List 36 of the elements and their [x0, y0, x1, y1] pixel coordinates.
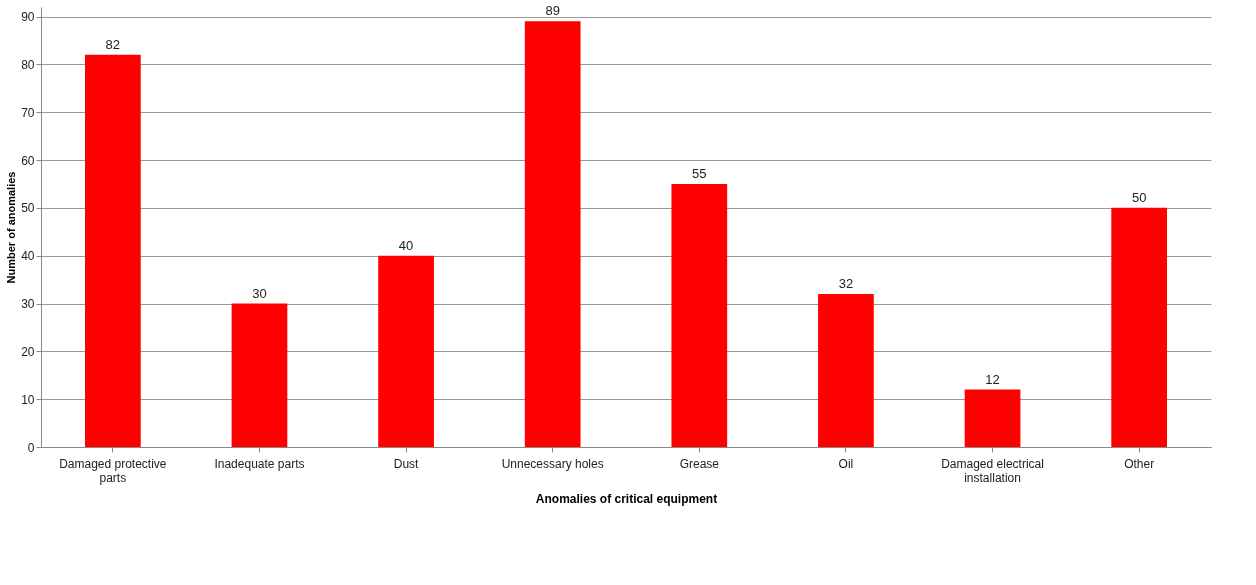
bar	[818, 293, 874, 447]
x-tick-label: Other	[1124, 456, 1155, 471]
data-label: 30	[252, 285, 267, 301]
y-tick-label: 40	[21, 249, 35, 264]
x-tick-label: Inadequate parts	[214, 456, 305, 471]
y-tick-label: 30	[21, 297, 35, 312]
data-label: 82	[105, 36, 121, 52]
y-tick-label: 0	[27, 440, 35, 455]
bar	[964, 389, 1021, 447]
y-tick-label: 10	[21, 392, 35, 407]
y-tick-label: 90	[21, 10, 35, 25]
data-label: 89	[545, 3, 560, 19]
data-label: 50	[1131, 189, 1147, 205]
y-tick-label: 20	[21, 344, 35, 359]
x-tick-label: Oil	[838, 456, 854, 471]
y-tick-label: 70	[21, 105, 35, 120]
data-label: 55	[692, 165, 707, 181]
bar	[378, 255, 434, 447]
y-tick-label: 80	[21, 57, 35, 72]
bar	[524, 21, 581, 447]
data-label: 40	[398, 237, 414, 253]
data-label: 12	[985, 371, 1000, 387]
bar	[231, 303, 288, 447]
data-label: 32	[838, 275, 854, 291]
y-tick-label: 60	[21, 153, 35, 168]
x-tick-label: Dust	[393, 456, 420, 471]
bar	[671, 183, 728, 447]
x-tick-label: Damaged electrical installation	[941, 456, 1044, 485]
x-tick-label: Grease	[679, 456, 720, 471]
x-tick-label: Damaged protective parts	[59, 456, 167, 485]
bar	[84, 54, 141, 447]
y-tick-label: 50	[21, 201, 35, 216]
x-tick-label: Unnecessary holes	[501, 456, 604, 471]
bar	[1111, 207, 1168, 447]
y-axis-title: Number of anomalies	[5, 171, 18, 284]
x-axis-title: Anomalies of critical equipment	[535, 491, 718, 506]
